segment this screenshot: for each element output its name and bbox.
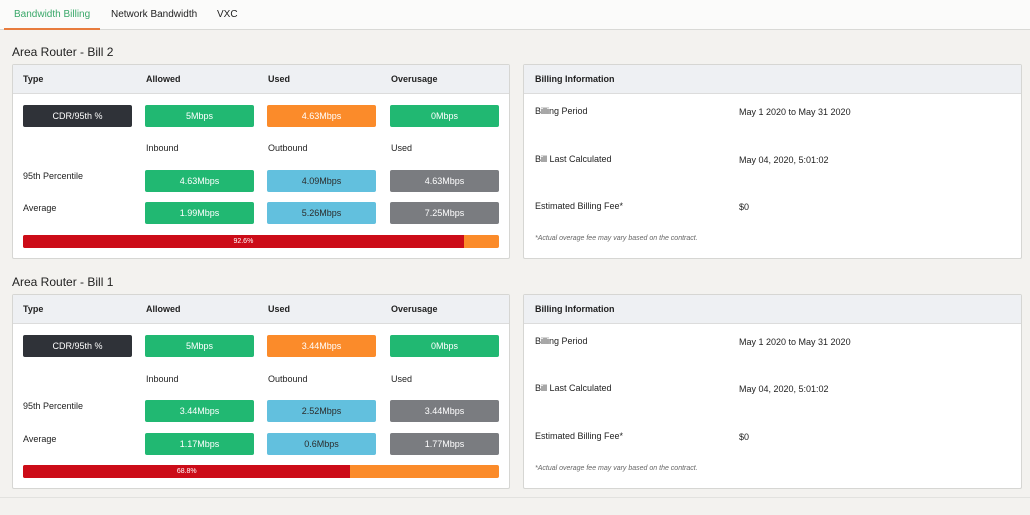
- type-badge: CDR/95th %: [23, 335, 132, 357]
- bill-last-calculated-value: May 04, 2020, 5:01:02: [739, 155, 829, 165]
- average-label: Average: [23, 434, 57, 444]
- usage-progress-bar: 92.6%: [23, 235, 499, 248]
- usage-progress-fill: 68.8%: [23, 465, 351, 478]
- header-overusage: Overusage: [391, 74, 438, 84]
- subheader-used: Used: [391, 143, 413, 153]
- usage-progress-fill: 92.6%: [23, 235, 464, 248]
- header-used: Used: [268, 304, 291, 314]
- subheader-inbound: Inbound: [146, 374, 179, 384]
- bill-title: Area Router - Bill 1: [12, 275, 114, 289]
- percentile-outbound: 2.52Mbps: [267, 400, 376, 422]
- average-inbound: 1.99Mbps: [145, 202, 254, 224]
- billing-info-title: Billing Information: [535, 74, 615, 84]
- billing-period-value: May 1 2020 to May 31 2020: [739, 337, 851, 347]
- percentile-inbound: 3.44Mbps: [145, 400, 254, 422]
- usage-card-header: Type Allowed Used Overusage: [13, 65, 509, 94]
- subheader-inbound: Inbound: [146, 143, 179, 153]
- average-used: 1.77Mbps: [390, 433, 499, 455]
- billing-period-value: May 1 2020 to May 31 2020: [739, 107, 851, 117]
- estimated-fee-label: Estimated Billing Fee*: [535, 201, 624, 211]
- page-bottom-divider: [0, 497, 1030, 498]
- average-outbound: 0.6Mbps: [267, 433, 376, 455]
- average-inbound: 1.17Mbps: [145, 433, 254, 455]
- header-used: Used: [268, 74, 291, 84]
- type-badge: CDR/95th %: [23, 105, 132, 127]
- fee-disclaimer: *Actual overage fee may vary based on th…: [535, 465, 698, 472]
- percentile-outbound: 4.09Mbps: [267, 170, 376, 192]
- overusage-badge: 0Mbps: [390, 105, 499, 127]
- bill-last-calculated-value: May 04, 2020, 5:01:02: [739, 384, 829, 394]
- used-badge: 3.44Mbps: [267, 335, 376, 357]
- usage-card: Type Allowed Used Overusage CDR/95th % 5…: [12, 64, 510, 259]
- usage-card-header: Type Allowed Used Overusage: [13, 295, 509, 324]
- billing-info-header: Billing Information: [524, 295, 1021, 324]
- estimated-fee-value: $0: [739, 202, 750, 212]
- allowed-badge: 5Mbps: [145, 105, 254, 127]
- billing-period-label: Billing Period: [535, 106, 588, 116]
- billing-info-header: Billing Information: [524, 65, 1021, 94]
- percentile-label: 95th Percentile: [23, 401, 84, 411]
- usage-card: Type Allowed Used Overusage CDR/95th % 5…: [12, 294, 510, 489]
- subheader-outbound: Outbound: [268, 143, 308, 153]
- header-type: Type: [23, 304, 44, 314]
- header-allowed: Allowed: [146, 304, 181, 314]
- bill-last-calculated-label: Bill Last Calculated: [535, 154, 612, 164]
- subheader-used: Used: [391, 374, 413, 384]
- average-outbound: 5.26Mbps: [267, 202, 376, 224]
- overusage-badge: 0Mbps: [390, 335, 499, 357]
- average-used: 7.25Mbps: [390, 202, 499, 224]
- fee-disclaimer: *Actual overage fee may vary based on th…: [535, 235, 698, 242]
- header-type: Type: [23, 74, 44, 84]
- header-allowed: Allowed: [146, 74, 181, 84]
- billing-info-title: Billing Information: [535, 304, 615, 314]
- usage-progress-bar: 68.8%: [23, 465, 499, 478]
- percentile-used: 3.44Mbps: [390, 400, 499, 422]
- percentile-used: 4.63Mbps: [390, 170, 499, 192]
- billing-info-card: Billing Information Billing Period May 1…: [523, 64, 1022, 259]
- used-badge: 4.63Mbps: [267, 105, 376, 127]
- percentile-label: 95th Percentile: [23, 171, 84, 181]
- tab-bandwidth-billing[interactable]: Bandwidth Billing: [4, 0, 101, 30]
- average-label: Average: [23, 203, 57, 213]
- billing-period-label: Billing Period: [535, 336, 588, 346]
- percentile-inbound: 4.63Mbps: [145, 170, 254, 192]
- bill-last-calculated-label: Bill Last Calculated: [535, 383, 612, 393]
- allowed-badge: 5Mbps: [145, 335, 254, 357]
- estimated-fee-value: $0: [739, 432, 750, 442]
- billing-info-card: Billing Information Billing Period May 1…: [523, 294, 1022, 489]
- header-overusage: Overusage: [391, 304, 438, 314]
- tab-network-bandwidth[interactable]: Network Bandwidth: [111, 9, 198, 20]
- tab-bar: Bandwidth Billing Network Bandwidth VXC: [0, 0, 1030, 30]
- estimated-fee-label: Estimated Billing Fee*: [535, 431, 624, 441]
- subheader-outbound: Outbound: [268, 374, 308, 384]
- tab-vxc[interactable]: VXC: [217, 9, 238, 20]
- bill-title: Area Router - Bill 2: [12, 45, 114, 59]
